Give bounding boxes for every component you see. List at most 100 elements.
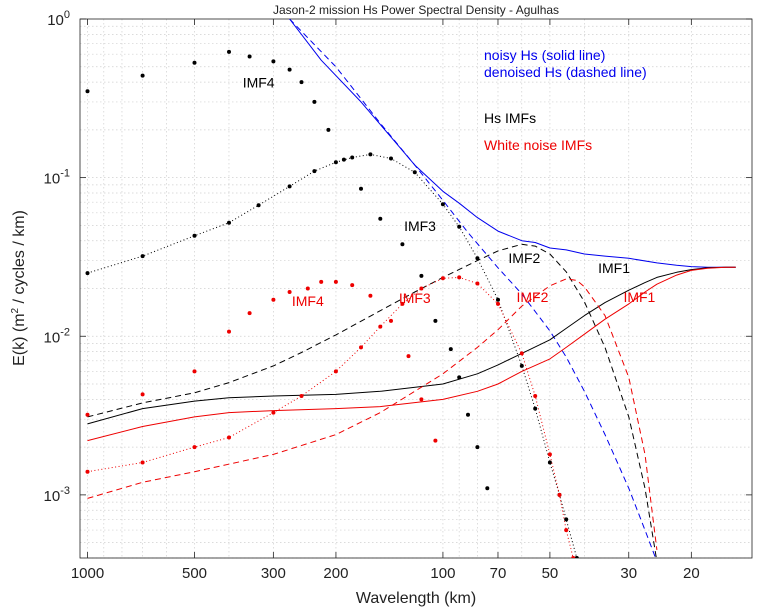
wn-imf3-point [419,286,424,291]
hs-imf4-point [192,60,197,65]
x-tick-label: 100 [430,565,455,582]
wn-imf4-point [305,286,310,291]
hs-imf3-point [85,271,90,276]
hs-imf4-point [475,445,480,450]
hs-imf4-point [299,80,304,85]
series-wn-imf1 [87,266,736,442]
wn-imf4-point [227,329,231,334]
wn-imf3-point [227,435,231,440]
series-hs-imf1 [87,266,736,425]
wn-imf4-point [419,397,424,402]
hs-imf3-point [440,202,445,207]
y-tick-base: 10 [47,12,64,29]
wn-imf3-point [400,301,405,306]
curve-label: IMF2 [508,250,540,266]
y-tick-base: 10 [44,329,61,346]
hs-imf4-point [287,67,292,72]
wn-imf3-point [333,369,338,374]
legend-entry: White noise IMFs [484,137,592,153]
y-tick-exponent: -1 [60,168,70,180]
wn-imf3-point [457,275,462,280]
hs-imf4-point [400,242,405,247]
series-denoised-hs [289,19,657,558]
hs-imf3-point [574,556,579,558]
hs-imf4-point [85,89,90,94]
wn-imf4-point [247,311,252,316]
curve-label: IMF3 [399,290,431,306]
y-tick-label: 100 [47,9,70,29]
wn-imf4-point [389,318,393,323]
hs-imf3-point [312,169,317,174]
y-tick-label: 10-2 [44,326,70,346]
wn-imf3-point [519,351,524,356]
wn-imf3-point [299,394,304,398]
hs-imf3-point [533,406,538,411]
y-tick-exponent: -2 [60,326,70,338]
legend-entry: noisy Hs (solid line) [484,47,605,63]
wn-imf3-point [571,556,576,558]
hs-imf3-point [368,152,373,157]
wn-imf3-point [440,276,445,281]
hs-imf1-line [87,266,736,425]
hs-imf4-point [341,157,346,162]
wn-imf3-point [564,528,569,533]
hs-imf3-point [227,220,231,225]
x-tick-label: 200 [323,565,348,582]
legend: noisy Hs (solid line)denoised Hs (dashed… [484,47,647,153]
y-axis-label: E(k) (m2 / cycles / km) [10,210,28,366]
legend-entry: Hs IMFs [484,110,536,126]
hs-imf3-point [192,233,197,238]
hs-imf4-point [140,73,145,78]
x-tick-label: 70 [490,565,507,582]
curve-label: IMF4 [243,74,275,90]
hs-imf3-point [519,363,524,368]
hs-imf3-point [475,256,480,261]
x-tick-label: 1000 [71,565,104,582]
wn-imf4-point [192,369,197,374]
wn-imf3-point [496,301,500,306]
curve-labels: IMF4 IMF3 IMF2 IMF1 IMF4 IMF3 IMF2 IMF1 [243,74,656,309]
series-wn-imf4 [85,279,438,443]
wn-imf3-point [547,452,552,457]
curve-label: IMF1 [598,260,630,276]
hs-imf3-point [256,203,261,208]
hs-imf4-point [485,486,490,491]
wn-imf3-point [557,492,562,497]
hs-imf4-point [326,127,331,132]
hs-imf4-point [448,347,453,352]
wn-imf4-point [140,392,145,397]
hs-imf3-point [457,224,462,229]
hs-imf4-point [312,99,317,104]
wn-imf4-point [85,412,90,417]
wn-imf4-point [271,297,276,302]
wn-imf3-point [475,281,480,286]
hs-imf3-point [333,160,338,165]
hs-imf3-point [287,184,292,189]
wn-imf3-point [271,410,276,415]
wn-imf1-line [87,266,736,442]
series-hs-imf3 [85,152,579,558]
y-tick-label: 10-1 [44,168,70,188]
hs-imf3-point [547,460,552,465]
wn-imf4-point [350,283,355,288]
hs-imf3-point [350,155,355,160]
hs-imf3-point [564,517,569,522]
wn-imf4-point [287,290,292,294]
hs-imf4-point [419,273,424,278]
curve-label: IMF1 [623,289,655,305]
wn-imf3-point [378,324,383,329]
hs-imf3-point [412,170,417,175]
curve-label: IMF3 [404,218,436,234]
y-axis-label-suffix: / cycles / km) [11,210,28,308]
hs-imf2-line [87,243,657,558]
hs-imf4-point [466,412,470,417]
wn-imf3-point [359,345,363,350]
y-tick-base: 10 [44,488,61,505]
chart-title: Jason-2 mission Hs Power Spectral Densit… [273,3,559,17]
legend-entry: denoised Hs (dashed line) [484,64,647,80]
hs-imf4-point [247,54,252,59]
wn-imf2-line [87,278,658,550]
y-tick-exponent: 0 [64,9,70,21]
wn-imf4-point [333,279,338,284]
